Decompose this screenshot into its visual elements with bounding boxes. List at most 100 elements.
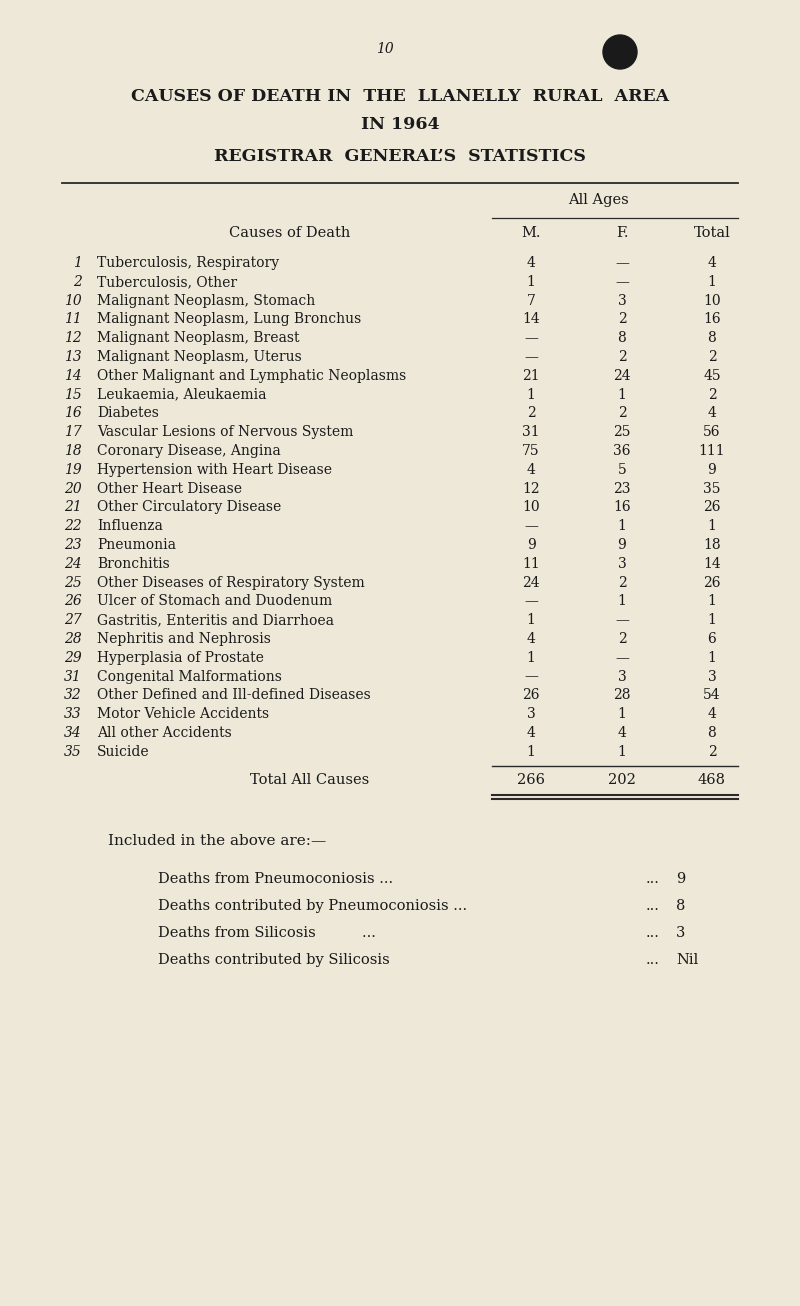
Text: 2: 2: [526, 406, 535, 421]
Text: 3: 3: [618, 556, 626, 571]
Text: 24: 24: [522, 576, 540, 589]
Text: —: —: [524, 520, 538, 533]
Text: 4: 4: [526, 726, 535, 741]
Text: 202: 202: [608, 773, 636, 786]
Text: 3: 3: [526, 708, 535, 721]
Text: Suicide: Suicide: [97, 744, 150, 759]
Text: 24: 24: [64, 556, 82, 571]
Text: Causes of Death: Causes of Death: [230, 226, 350, 240]
Text: IN 1964: IN 1964: [361, 116, 439, 133]
Text: Other Diseases of Respiratory System: Other Diseases of Respiratory System: [97, 576, 365, 589]
Text: —: —: [524, 350, 538, 364]
Text: 1: 1: [526, 650, 535, 665]
Text: F.: F.: [616, 226, 628, 240]
Text: 18: 18: [64, 444, 82, 458]
Text: 9: 9: [618, 538, 626, 552]
Text: 2: 2: [708, 388, 716, 402]
Text: 2: 2: [708, 350, 716, 364]
Text: 5: 5: [618, 462, 626, 477]
Text: 14: 14: [522, 312, 540, 326]
Text: 4: 4: [707, 708, 717, 721]
Text: 28: 28: [64, 632, 82, 646]
Text: 15: 15: [64, 388, 82, 402]
Text: 8: 8: [708, 332, 716, 345]
Text: 31: 31: [522, 426, 540, 439]
Text: Nil: Nil: [676, 952, 698, 966]
Text: 2: 2: [618, 406, 626, 421]
Text: Total All Causes: Total All Causes: [250, 773, 370, 786]
Text: 2: 2: [618, 576, 626, 589]
Text: 9: 9: [526, 538, 535, 552]
Text: —: —: [524, 670, 538, 683]
Text: Other Circulatory Disease: Other Circulatory Disease: [97, 500, 282, 515]
Text: All Ages: All Ages: [568, 193, 628, 206]
Text: 45: 45: [703, 368, 721, 383]
Text: Vascular Lesions of Nervous System: Vascular Lesions of Nervous System: [97, 426, 354, 439]
Text: 31: 31: [64, 670, 82, 683]
Text: 21: 21: [522, 368, 540, 383]
Text: Deaths contributed by Silicosis: Deaths contributed by Silicosis: [158, 952, 390, 966]
Text: 3: 3: [708, 670, 716, 683]
Text: —: —: [524, 332, 538, 345]
Text: 9: 9: [676, 871, 686, 885]
Text: 20: 20: [64, 482, 82, 495]
Text: 10: 10: [522, 500, 540, 515]
Text: Influenza: Influenza: [97, 520, 163, 533]
Text: 2: 2: [618, 312, 626, 326]
Text: 4: 4: [707, 406, 717, 421]
Text: 1: 1: [526, 614, 535, 627]
Text: Ulcer of Stomach and Duodenum: Ulcer of Stomach and Duodenum: [97, 594, 332, 609]
Text: Nephritis and Nephrosis: Nephritis and Nephrosis: [97, 632, 271, 646]
Text: 54: 54: [703, 688, 721, 703]
Text: All other Accidents: All other Accidents: [97, 726, 232, 741]
Text: 24: 24: [613, 368, 631, 383]
Text: Hypertension with Heart Disease: Hypertension with Heart Disease: [97, 462, 332, 477]
Text: 13: 13: [64, 350, 82, 364]
Text: 36: 36: [614, 444, 630, 458]
Text: Gastritis, Enteritis and Diarrhoea: Gastritis, Enteritis and Diarrhoea: [97, 614, 334, 627]
Text: 2: 2: [708, 744, 716, 759]
Text: 17: 17: [64, 426, 82, 439]
Text: Other Heart Disease: Other Heart Disease: [97, 482, 242, 495]
Text: 16: 16: [613, 500, 631, 515]
Text: 56: 56: [703, 426, 721, 439]
Text: 1: 1: [707, 274, 717, 289]
Text: 27: 27: [64, 614, 82, 627]
Text: 22: 22: [64, 520, 82, 533]
Text: 33: 33: [64, 708, 82, 721]
Text: —: —: [615, 650, 629, 665]
Text: 4: 4: [618, 726, 626, 741]
Text: 1: 1: [707, 594, 717, 609]
Text: 12: 12: [64, 332, 82, 345]
Text: Total: Total: [694, 226, 730, 240]
Text: M.: M.: [522, 226, 541, 240]
Text: 10: 10: [703, 294, 721, 308]
Text: Hyperplasia of Prostate: Hyperplasia of Prostate: [97, 650, 264, 665]
Text: 8: 8: [708, 726, 716, 741]
Text: Bronchitis: Bronchitis: [97, 556, 170, 571]
Text: Leukaemia, Aleukaemia: Leukaemia, Aleukaemia: [97, 388, 266, 402]
Text: —: —: [615, 614, 629, 627]
Text: 4: 4: [707, 256, 717, 270]
Text: 1: 1: [618, 388, 626, 402]
Text: 1: 1: [618, 594, 626, 609]
Text: 23: 23: [64, 538, 82, 552]
Text: 4: 4: [526, 462, 535, 477]
Text: Coronary Disease, Angina: Coronary Disease, Angina: [97, 444, 281, 458]
Text: 35: 35: [64, 744, 82, 759]
Text: 26: 26: [522, 688, 540, 703]
Text: ...: ...: [646, 952, 660, 966]
Text: 468: 468: [698, 773, 726, 786]
Text: 1: 1: [707, 614, 717, 627]
Text: 26: 26: [703, 576, 721, 589]
Text: 1: 1: [618, 520, 626, 533]
Text: 28: 28: [614, 688, 630, 703]
Text: 6: 6: [708, 632, 716, 646]
Text: 35: 35: [703, 482, 721, 495]
Text: 16: 16: [703, 312, 721, 326]
Text: ...: ...: [646, 926, 660, 939]
Text: —: —: [524, 594, 538, 609]
Text: 266: 266: [517, 773, 545, 786]
Text: 10: 10: [376, 42, 394, 56]
Text: Deaths from Pneumoconiosis ...: Deaths from Pneumoconiosis ...: [158, 871, 393, 885]
